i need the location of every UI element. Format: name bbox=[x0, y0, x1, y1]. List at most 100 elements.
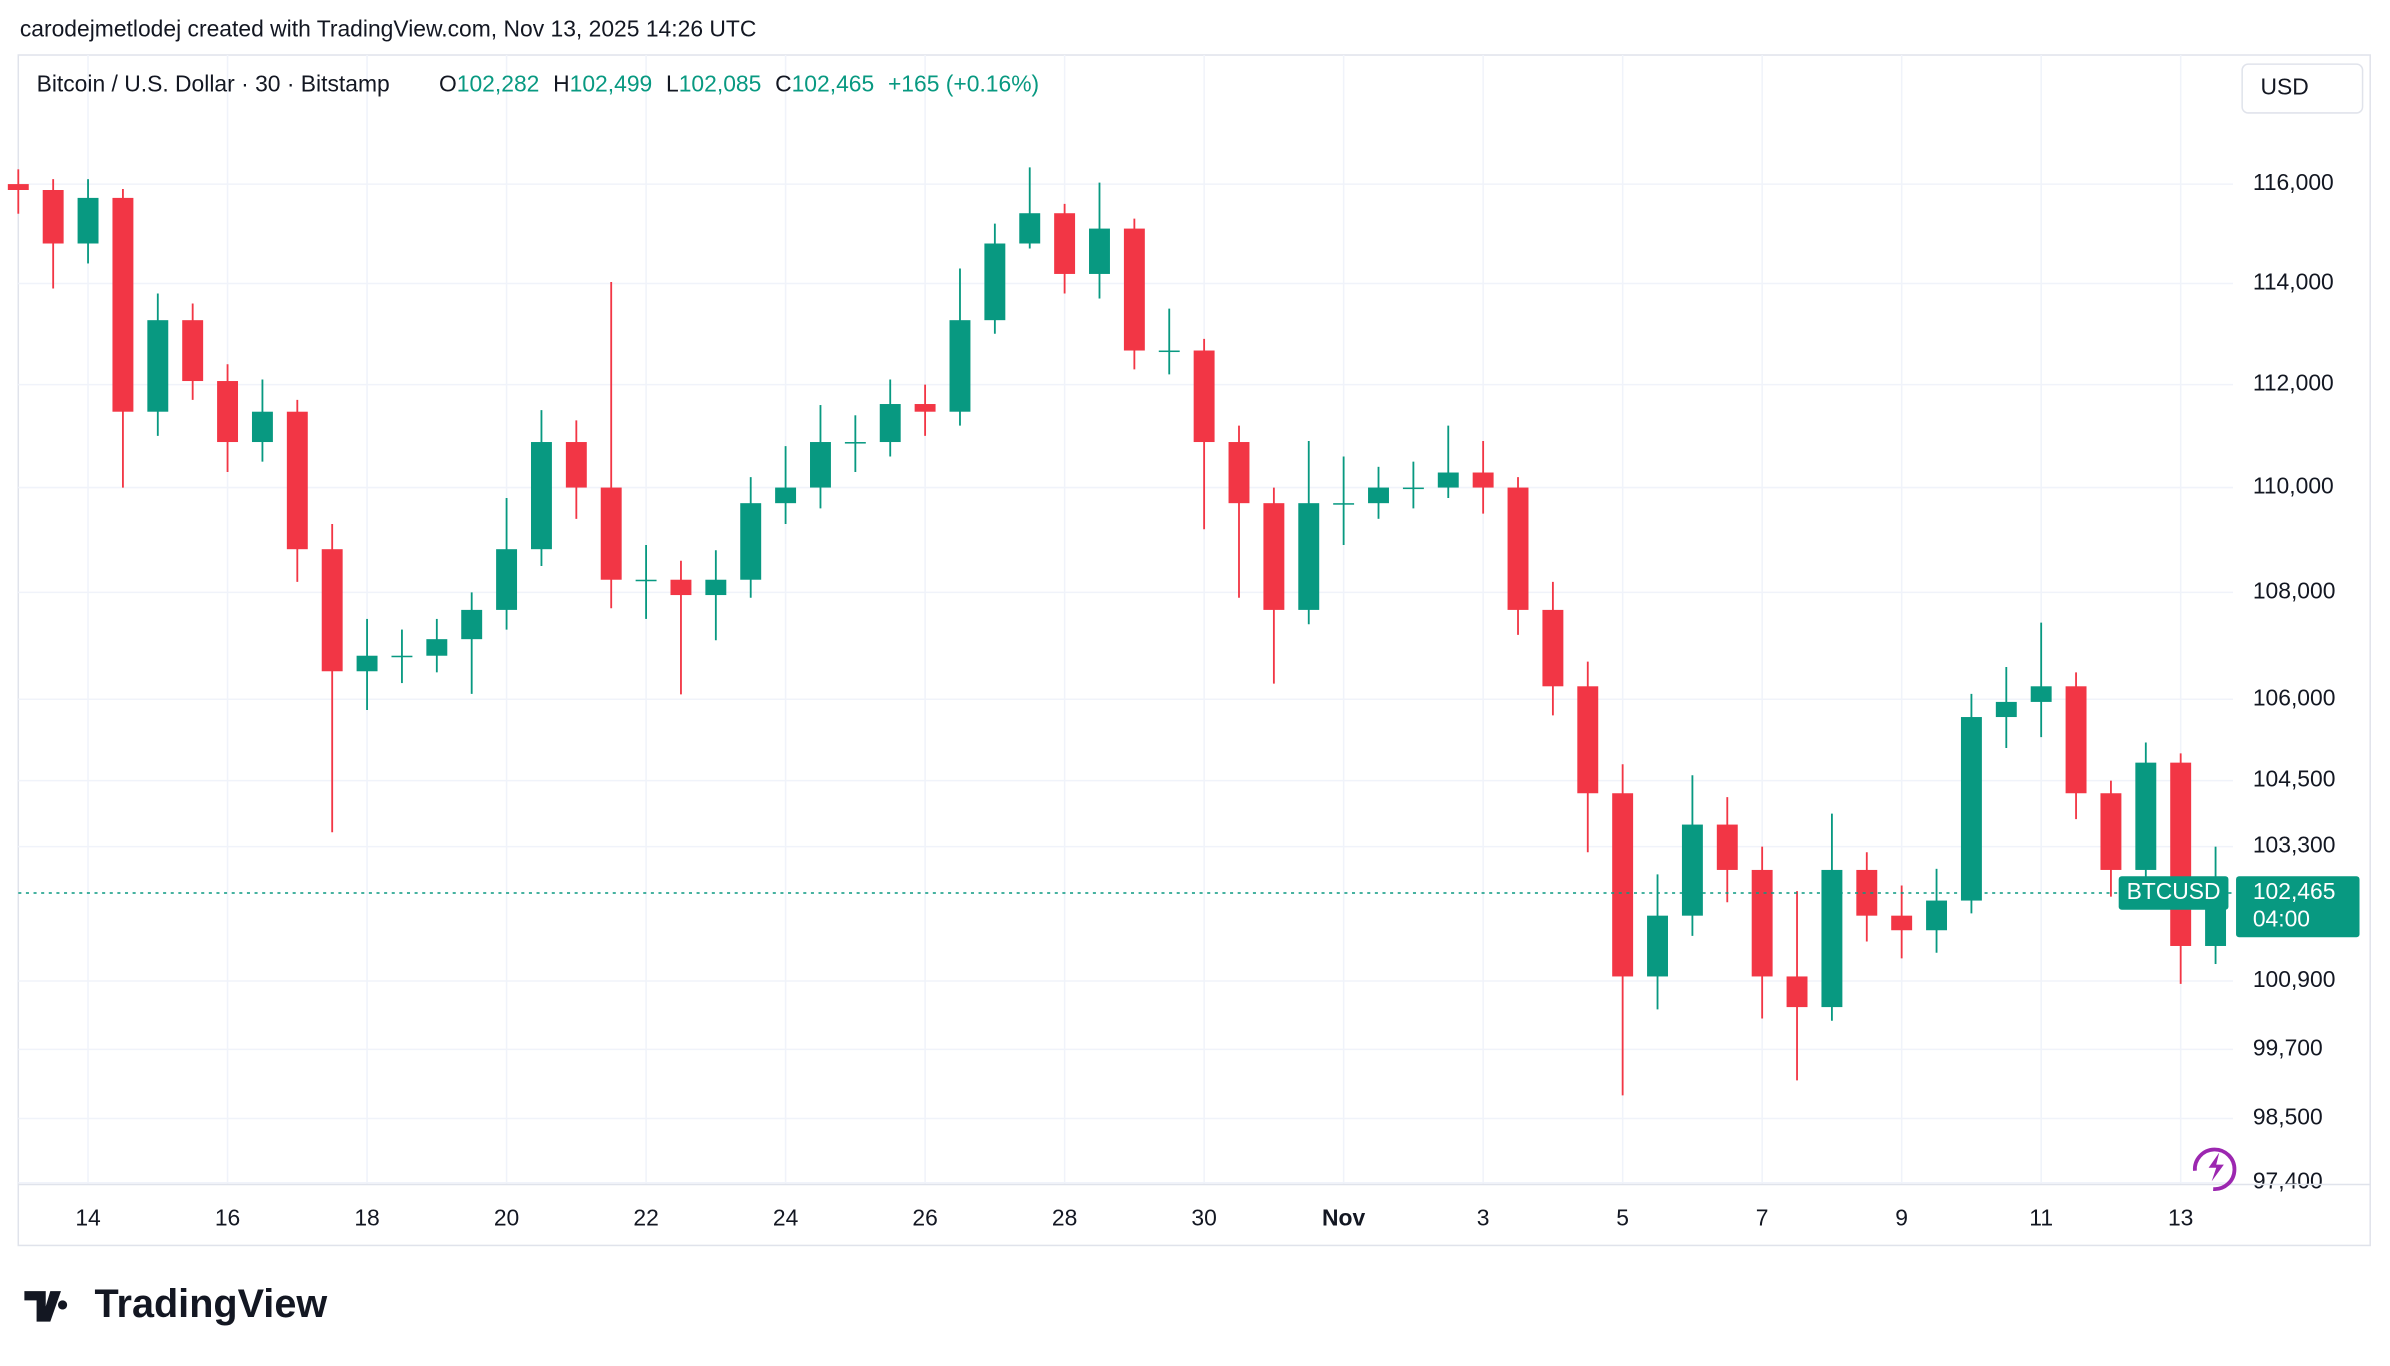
x-tick-label: 7 bbox=[1756, 1205, 1769, 1231]
candle-body bbox=[1437, 472, 1459, 488]
x-tick-label: 22 bbox=[633, 1205, 658, 1231]
candle-body bbox=[1786, 976, 1808, 1008]
candle-body bbox=[1228, 442, 1250, 504]
candle-body bbox=[77, 197, 99, 244]
quote-value: 102,085 bbox=[679, 71, 762, 97]
candle-body bbox=[42, 189, 64, 244]
candle-body bbox=[1402, 487, 1424, 490]
y-tick-label: 106,000 bbox=[2253, 684, 2336, 710]
plot bbox=[7, 55, 2234, 1185]
candle-body bbox=[670, 579, 692, 596]
candle-body bbox=[2170, 762, 2192, 946]
candle-body bbox=[1542, 609, 1564, 687]
candle-body bbox=[1821, 869, 1843, 1008]
candle-body bbox=[1298, 503, 1320, 610]
candle-body bbox=[914, 404, 936, 412]
candle-body bbox=[147, 320, 169, 412]
y-tick-label: 100,900 bbox=[2253, 966, 2336, 992]
y-tick-label: 97,400 bbox=[2253, 1168, 2323, 1194]
candle-body bbox=[1472, 472, 1494, 488]
quote-key: O bbox=[439, 71, 457, 97]
candle-body bbox=[740, 503, 762, 580]
symbol-tag bbox=[2118, 876, 2229, 910]
candle-body bbox=[1193, 350, 1215, 443]
candle-body bbox=[1368, 487, 1389, 504]
price-tag-value: 102,465 bbox=[2253, 878, 2336, 904]
candle-body bbox=[1612, 793, 1634, 977]
y-tick-label: 114,000 bbox=[2253, 268, 2334, 294]
candle-body bbox=[775, 487, 797, 504]
candle-body bbox=[1019, 213, 1041, 244]
quote-key: L bbox=[666, 71, 679, 97]
quote-key: C bbox=[775, 71, 792, 97]
candle-body bbox=[321, 549, 343, 672]
x-tick-label: Nov bbox=[1322, 1205, 1365, 1231]
x-tick-label: 16 bbox=[215, 1205, 240, 1231]
candle-body bbox=[251, 411, 273, 443]
price-tag bbox=[2236, 876, 2360, 938]
x-tick-label: 11 bbox=[2029, 1205, 2053, 1231]
candle-body bbox=[810, 442, 831, 488]
candle-body bbox=[1716, 824, 1738, 870]
candle-body bbox=[461, 609, 483, 640]
candle-body bbox=[600, 487, 622, 580]
candle-body bbox=[1856, 869, 1878, 916]
x-tick-label: 28 bbox=[1052, 1205, 1077, 1231]
candle-body bbox=[1333, 503, 1355, 505]
candle-body bbox=[1891, 915, 1913, 931]
x-tick-label: 3 bbox=[1477, 1205, 1490, 1231]
candle-body bbox=[844, 442, 866, 444]
x-tick-label: 14 bbox=[75, 1205, 101, 1231]
candle-body bbox=[356, 655, 378, 672]
quote-value: 102,465 bbox=[792, 71, 875, 97]
y-tick-label: 98,500 bbox=[2253, 1104, 2323, 1130]
candle-body bbox=[496, 549, 518, 610]
candle-body bbox=[879, 404, 901, 443]
candle-body bbox=[949, 320, 971, 412]
replay-bolt bbox=[2208, 1152, 2224, 1182]
candle-body bbox=[2065, 686, 2087, 794]
candle-body bbox=[1089, 228, 1110, 274]
x-tick-label: 18 bbox=[354, 1205, 379, 1231]
candle-body bbox=[635, 579, 657, 582]
candle-body bbox=[1123, 228, 1145, 351]
candle-body bbox=[705, 579, 727, 596]
candle-body bbox=[112, 197, 134, 412]
candle-body bbox=[1577, 686, 1599, 794]
symbol-tag-text: BTCUSD bbox=[2127, 878, 2221, 904]
y-tick-label: 103,300 bbox=[2253, 832, 2336, 858]
candle-body bbox=[1054, 213, 1076, 274]
candle-body bbox=[530, 442, 552, 550]
y-tick-label: 108,000 bbox=[2253, 577, 2336, 603]
currency-button[interactable] bbox=[2241, 63, 2364, 114]
candle-body bbox=[391, 655, 413, 658]
candle-body bbox=[1926, 900, 1948, 931]
x-tick-label: 5 bbox=[1616, 1205, 1629, 1231]
quote-value: 102,499 bbox=[570, 71, 653, 97]
candle-body bbox=[1681, 824, 1703, 916]
candle-body bbox=[1960, 717, 1982, 901]
candle-body bbox=[2100, 793, 2122, 870]
attribution: carodejmetlodej created with TradingView… bbox=[20, 16, 757, 42]
candle-body bbox=[2030, 686, 2052, 702]
y-tick-label: 110,000 bbox=[2253, 473, 2334, 499]
candle-body bbox=[565, 442, 587, 488]
y-tick-label: 104,500 bbox=[2253, 766, 2336, 792]
x-tick-label: 30 bbox=[1191, 1205, 1216, 1231]
candle-body bbox=[182, 320, 204, 382]
replay-icon bbox=[2192, 1147, 2237, 1191]
x-tick-label: 20 bbox=[494, 1205, 519, 1231]
chart-frame bbox=[17, 54, 2371, 1247]
logo-text: TradingView bbox=[95, 1282, 328, 1326]
candle-body bbox=[2135, 762, 2157, 870]
candle-body bbox=[426, 639, 448, 656]
candle-body bbox=[1751, 869, 1773, 977]
candle-body bbox=[217, 381, 239, 443]
candle-body bbox=[1263, 503, 1285, 610]
candle-body bbox=[286, 411, 308, 550]
candle-body bbox=[1647, 915, 1668, 977]
quote-value: +165 (+0.16%) bbox=[888, 71, 1039, 97]
price-tag-countdown: 04:00 bbox=[2253, 906, 2310, 932]
x-tick-label: 24 bbox=[773, 1205, 799, 1231]
